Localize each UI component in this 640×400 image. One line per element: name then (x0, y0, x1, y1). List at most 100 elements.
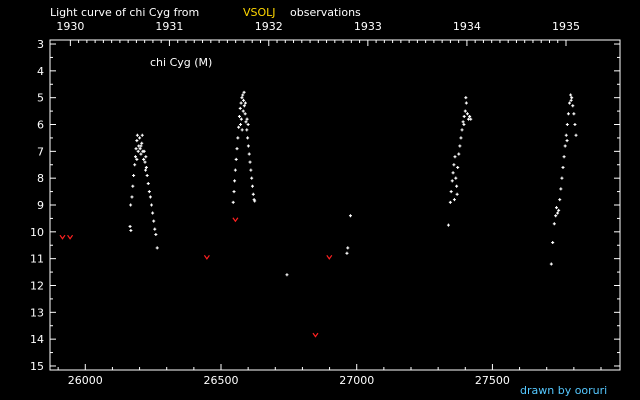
observation-point (571, 104, 575, 108)
observation-point (455, 192, 459, 196)
observation-point (452, 163, 456, 167)
observation-point (135, 133, 139, 137)
observation-point (140, 133, 144, 137)
observation-point (234, 157, 238, 161)
observation-point (449, 190, 453, 194)
year-label: 1930 (56, 20, 84, 33)
observation-point (235, 147, 239, 151)
upper-limit-mark (203, 254, 210, 260)
observation-point (551, 241, 555, 245)
observation-point (465, 112, 469, 116)
upper-limit-mark (312, 332, 319, 338)
x-axis: 26000 26500 27000 27500 (57, 364, 602, 387)
observation-point (249, 168, 253, 172)
observation-point (131, 184, 135, 188)
observation-point (562, 155, 566, 159)
observation-point (242, 104, 246, 108)
observation-point (561, 165, 565, 169)
observation-point (147, 190, 151, 194)
upper-limit-mark (326, 254, 333, 260)
series-label: chi Cyg (M) (150, 56, 212, 69)
observation-point (572, 112, 576, 116)
chart-title-source: VSOLJ (243, 6, 276, 19)
observation-point (146, 182, 150, 186)
observation-point (558, 198, 562, 202)
observation-point (237, 114, 241, 118)
observation-point (143, 160, 147, 164)
observation-point (552, 222, 556, 226)
y-tick-label: 6 (37, 119, 44, 132)
observation-point (453, 155, 457, 159)
observation-point (246, 144, 250, 148)
observation-point (565, 139, 569, 143)
observation-point (240, 128, 244, 132)
observation-point (241, 93, 245, 97)
year-label: 1933 (354, 20, 382, 33)
observation-point (570, 96, 574, 100)
observation-point (557, 208, 561, 212)
observation-point (128, 224, 132, 228)
observation-point (144, 155, 148, 159)
observation-point (130, 195, 134, 199)
year-axis: 1930 1931 1932 1933 1934 1935 (56, 20, 580, 46)
observation-point (450, 179, 454, 183)
x-tick-label: 27500 (475, 374, 510, 387)
observation-point (232, 190, 236, 194)
observation-point (566, 112, 570, 116)
observation-point (250, 184, 254, 188)
observation-point (456, 165, 460, 169)
observation-point (133, 163, 137, 167)
observation-point (446, 223, 450, 227)
observation-point (138, 147, 142, 151)
observation-point (468, 114, 472, 118)
observation-point (452, 198, 456, 202)
observation-point (241, 109, 245, 113)
observation-point (559, 187, 563, 191)
observation-point (461, 120, 465, 124)
y-tick-label: 10 (30, 226, 44, 239)
year-label: 1934 (453, 20, 481, 33)
year-label: 1932 (255, 20, 283, 33)
observation-point (152, 219, 156, 223)
observation-point (345, 251, 349, 255)
x-tick-label: 26500 (204, 374, 239, 387)
observation-point (569, 93, 573, 97)
observation-point (469, 117, 473, 121)
observation-point (556, 211, 560, 215)
y-tick-label: 7 (37, 145, 44, 158)
observation-point (451, 171, 455, 175)
observation-point (246, 136, 250, 140)
y-tick-label: 3 (37, 38, 44, 51)
observation-point (448, 200, 452, 204)
observation-point (245, 128, 249, 132)
observation-point (136, 149, 140, 153)
observation-point (239, 101, 243, 105)
observation-point (233, 168, 237, 172)
upper-limit-mark (232, 217, 239, 223)
observation-point (346, 246, 350, 250)
y-tick-label: 15 (30, 360, 44, 373)
observation-point (463, 109, 467, 113)
observation-point (554, 214, 558, 218)
credit-label: drawn by ooruri (520, 384, 607, 397)
observation-point (253, 199, 257, 203)
observation-point (139, 152, 143, 156)
observation-point (250, 176, 254, 180)
observation-point (462, 114, 466, 118)
observation-point (554, 206, 558, 210)
observation-point (462, 123, 466, 127)
observation-point (243, 112, 247, 116)
observation-point (560, 176, 564, 180)
observation-point (240, 96, 244, 100)
observation-point (285, 273, 289, 277)
y-tick-label: 5 (37, 92, 44, 105)
observation-point (239, 117, 243, 121)
observation-point (151, 211, 155, 215)
chart-title-suffix: observations (290, 6, 361, 19)
observation-point (155, 246, 159, 250)
observation-point (154, 233, 158, 237)
upper-limit-mark (67, 234, 74, 240)
y-tick-label: 14 (30, 333, 44, 346)
